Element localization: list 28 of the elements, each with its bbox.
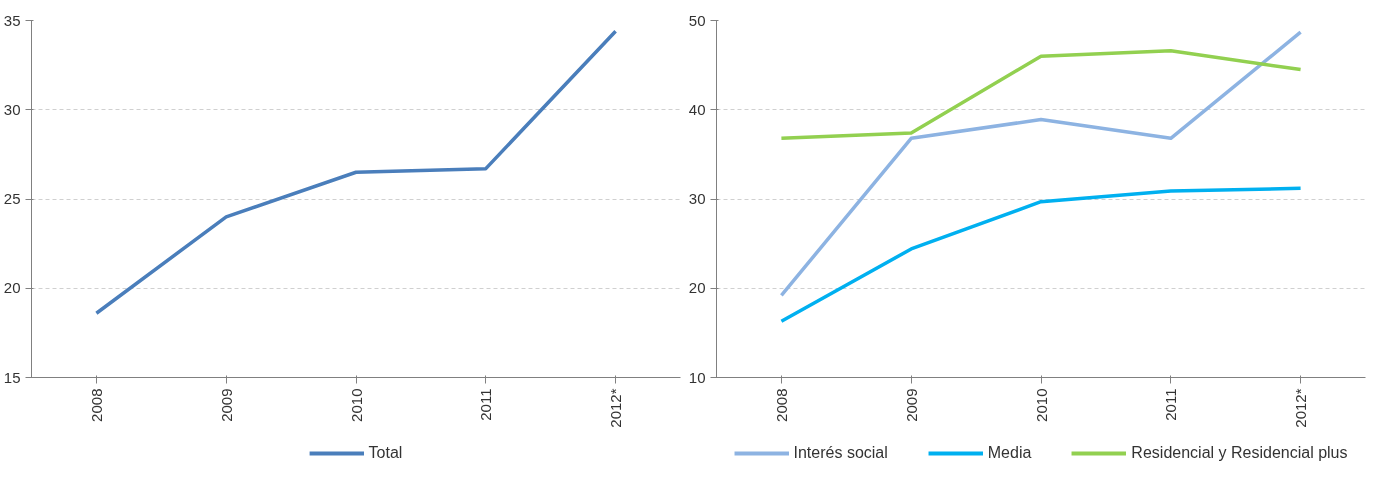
x-tick-label: 2012* (607, 388, 625, 428)
x-tick-label: 2008 (87, 388, 105, 422)
y-tick-label: 25 (3, 190, 21, 207)
y-tick-label: 15 (3, 368, 21, 386)
y-tick-label: 40 (688, 100, 706, 118)
legend-label: Media (987, 443, 1032, 462)
x-tick-label: 2012* (1292, 388, 1310, 428)
line-series (779, 30, 1303, 298)
y-tick-label: 30 (688, 190, 706, 207)
legend-label: Total (368, 443, 403, 462)
x-tick-label: 2008 (772, 388, 790, 422)
x-tick-label: 2009 (902, 388, 920, 422)
line-series (779, 49, 1303, 141)
line-series (94, 29, 618, 315)
legend-label: Residencial y Residencial plus (1131, 443, 1348, 462)
x-tick-label: 2011 (477, 388, 495, 421)
y-tick-label: 30 (3, 100, 21, 118)
x-tick-label: 2010 (347, 388, 365, 422)
x-tick-label: 2010 (1032, 388, 1050, 422)
y-tick-label: 20 (3, 279, 21, 297)
y-tick-label: 50 (688, 11, 706, 29)
line-series (779, 186, 1303, 324)
legend-label: Interés social (793, 443, 888, 462)
x-tick-label: 2011 (1162, 388, 1180, 421)
y-tick-label: 10 (688, 368, 706, 386)
y-tick-label: 20 (688, 279, 706, 297)
y-tick-label: 35 (3, 11, 21, 29)
x-tick-label: 2009 (217, 388, 235, 422)
